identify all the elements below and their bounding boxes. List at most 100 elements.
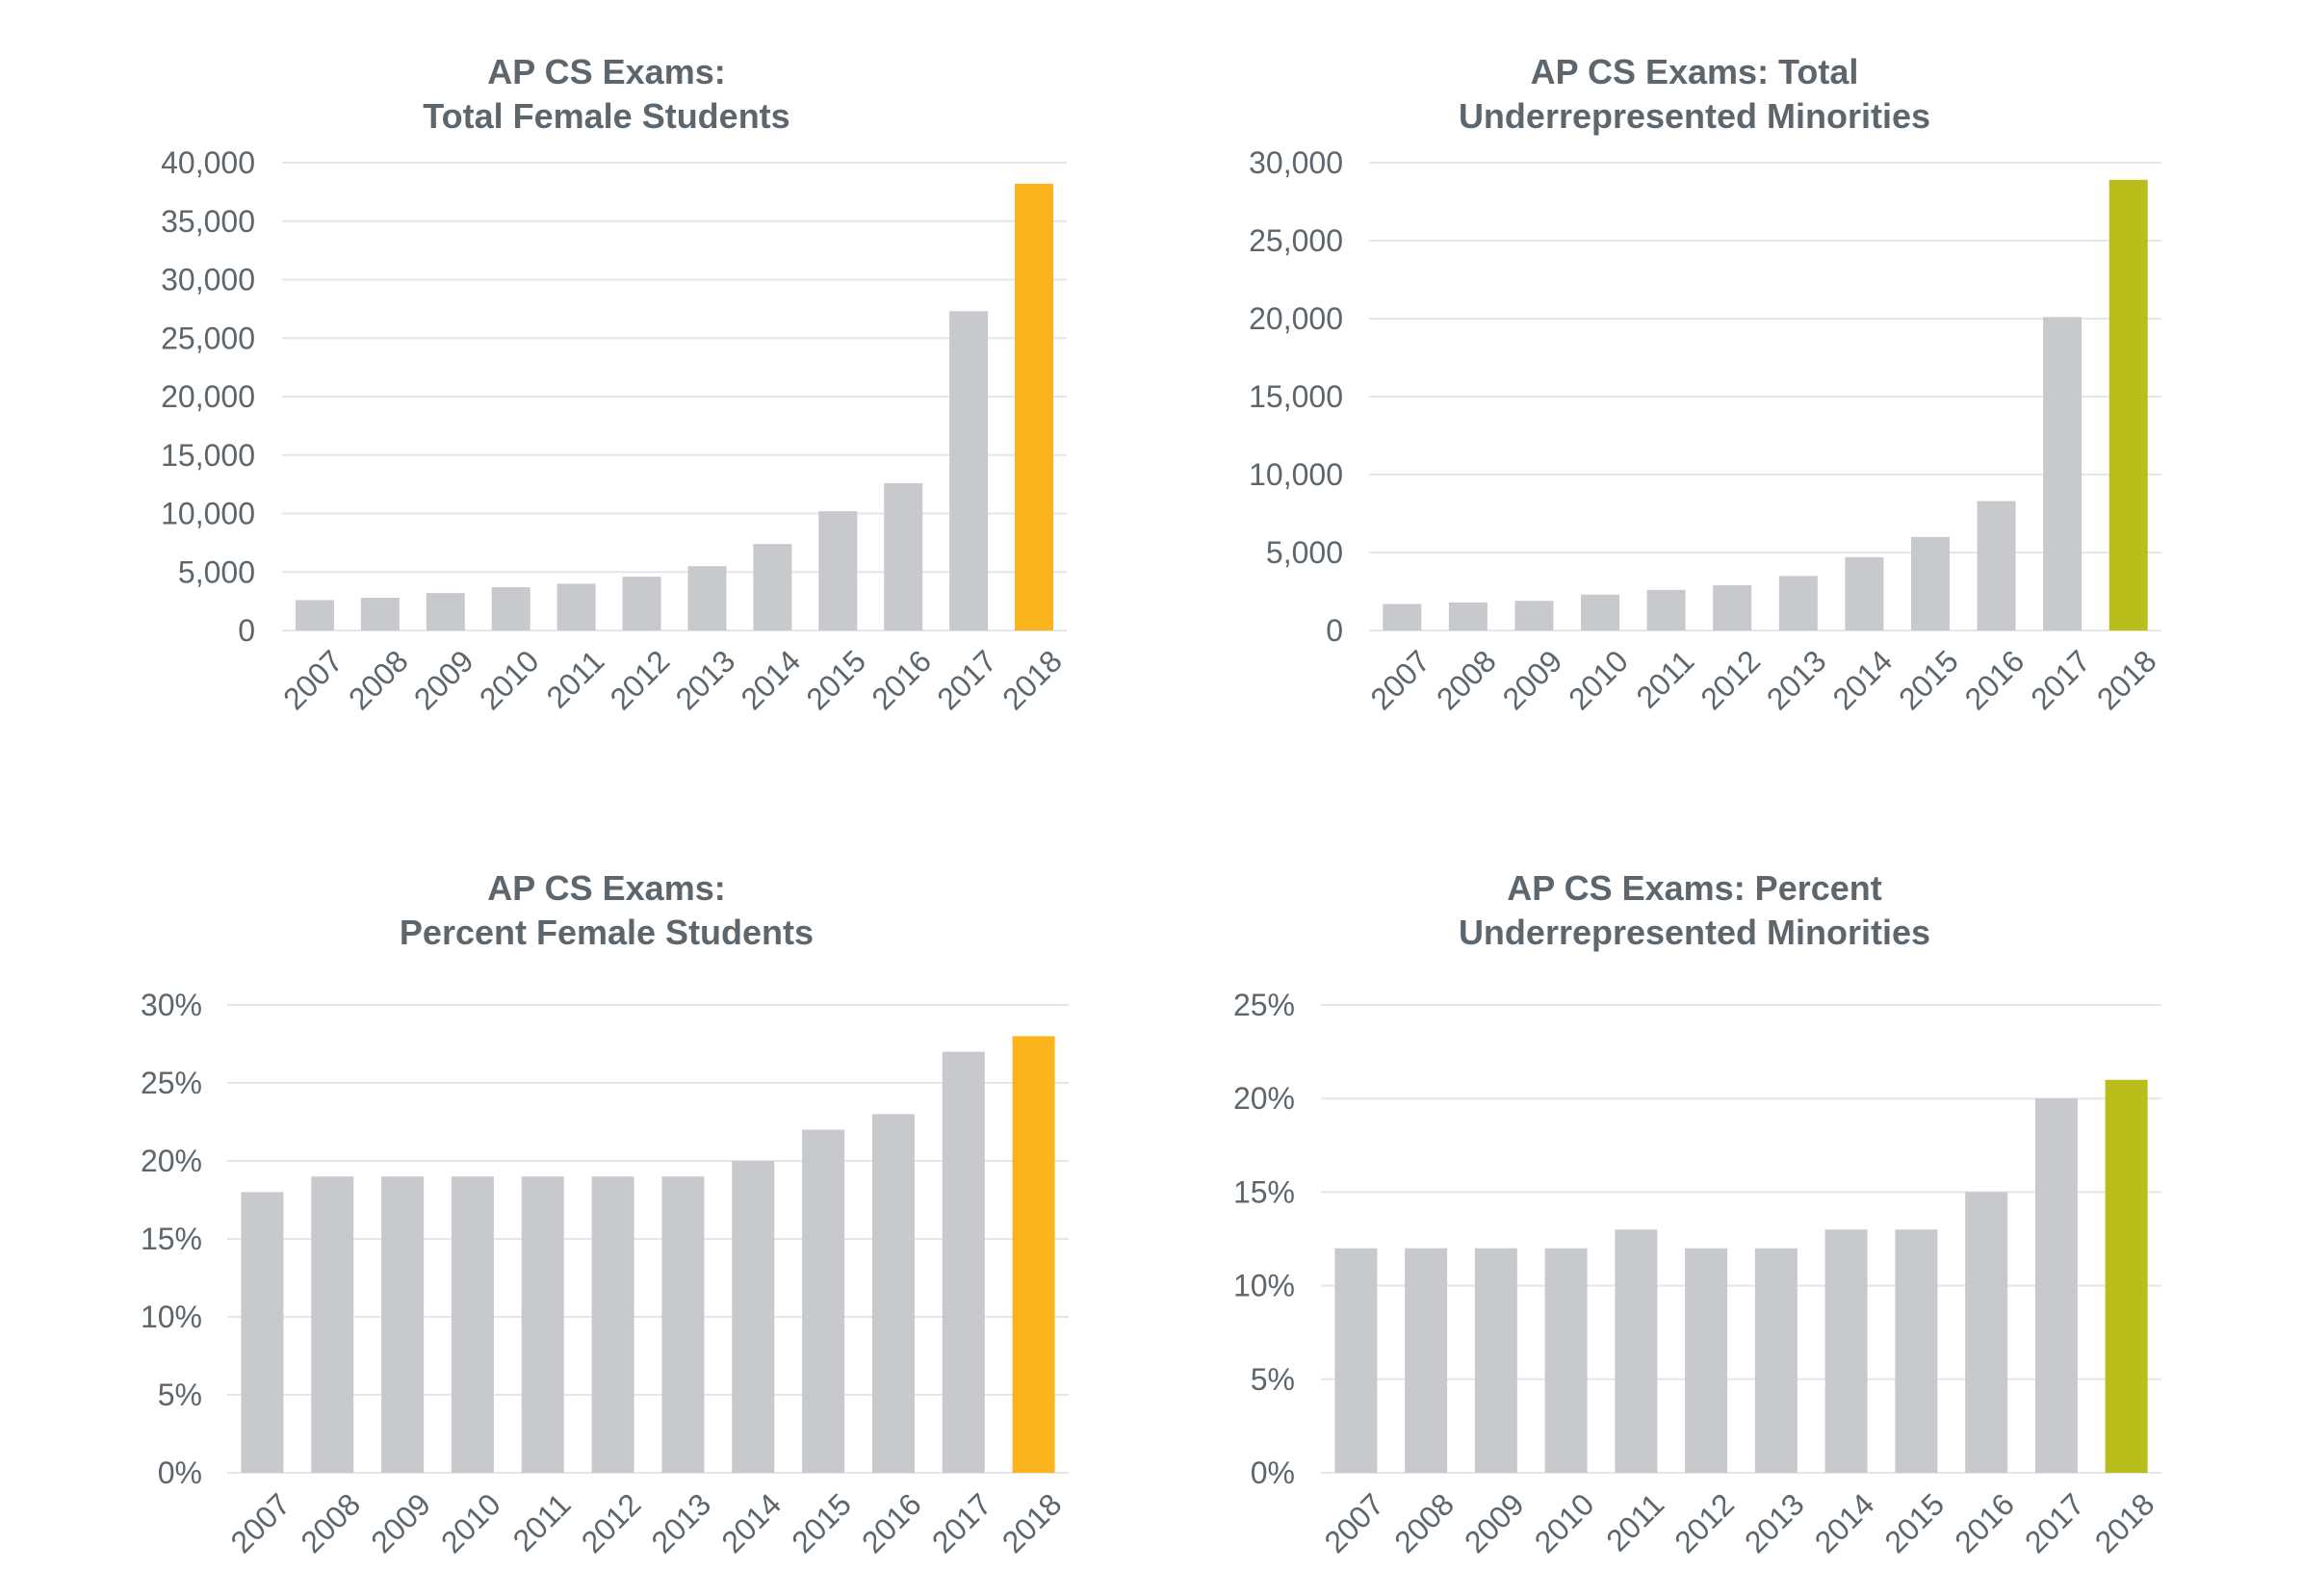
y-tick-label: 35,000	[161, 204, 255, 239]
chart-title-line-2: Total Female Students	[423, 96, 790, 136]
bar-2018	[1015, 183, 1054, 631]
bar-2013	[661, 1176, 705, 1473]
bar-2008	[360, 597, 400, 631]
x-tick-label: 2009	[364, 1486, 437, 1559]
x-tick-label: 2013	[645, 1486, 718, 1559]
bar-2012	[1685, 1248, 1728, 1473]
x-tick-label: 2007	[276, 643, 349, 716]
bar-2015	[1910, 536, 1950, 631]
x-tick-label: 2008	[294, 1486, 367, 1559]
x-tick-label: 2008	[1430, 643, 1503, 716]
bar-2010	[491, 587, 530, 631]
bar-2016	[884, 482, 923, 631]
y-tick-label: 0	[1326, 613, 1343, 648]
x-tick-label: 2014	[735, 643, 808, 716]
y-tick-label: 5,000	[178, 554, 255, 589]
bar-2015	[818, 511, 858, 631]
x-tick-label: 2011	[506, 1486, 578, 1557]
bar-2013	[1778, 576, 1818, 631]
chart-title: AP CS Exams: Total Underrepresented Mino…	[1203, 50, 2186, 139]
y-tick-label: 15%	[141, 1222, 202, 1256]
x-tick-label: 2013	[1760, 643, 1833, 716]
y-tick-label: 10%	[1233, 1269, 1295, 1303]
bar-2009	[1514, 601, 1554, 631]
bar-2018	[2108, 179, 2148, 631]
y-tick-label: 15%	[1233, 1174, 1295, 1209]
x-tick-label: 2018	[2088, 1486, 2161, 1559]
x-tick-label: 2012	[575, 1486, 648, 1559]
chart-title-line-2: Percent Female Students	[399, 913, 815, 952]
x-tick-label: 2013	[1738, 1486, 1811, 1559]
x-tick-label: 2016	[1948, 1486, 2021, 1559]
bar-2011	[1646, 589, 1686, 631]
y-tick-label: 25%	[1233, 988, 1295, 1022]
bar-2016	[1977, 501, 2016, 631]
y-tick-label: 20,000	[161, 379, 255, 414]
x-tick-label: 2014	[1808, 1486, 1881, 1559]
chart-title: AP CS Exams: Percent Underrepresented Mi…	[1203, 866, 2186, 955]
bar-2009	[426, 593, 465, 631]
bar-2014	[1824, 1229, 1868, 1473]
x-tick-label: 2008	[1387, 1486, 1461, 1559]
x-tick-label: 2011	[539, 643, 610, 714]
bar-2012	[622, 577, 661, 631]
chart-panel-percent-female: AP CS Exams: Percent Female Students	[116, 866, 1098, 1579]
bar-2017	[2043, 317, 2082, 631]
x-tick-label: 2010	[1528, 1486, 1601, 1559]
x-tick-label: 2008	[342, 643, 415, 716]
y-tick-label: 20,000	[1249, 301, 1343, 336]
y-tick-label: 30%	[141, 988, 202, 1022]
bar-2008	[1405, 1248, 1448, 1473]
bar-2009	[1474, 1248, 1517, 1473]
x-tick-label: 2009	[1496, 643, 1569, 716]
x-tick-label: 2012	[1694, 643, 1767, 716]
x-tick-label: 2018	[2090, 643, 2163, 716]
x-tick-label: 2012	[604, 643, 677, 716]
bar-2014	[1845, 556, 1884, 631]
x-tick-label: 2013	[669, 643, 742, 716]
y-tick-label: 5%	[1251, 1362, 1295, 1397]
bar-2010	[1544, 1248, 1588, 1473]
y-tick-label: 0%	[158, 1455, 202, 1490]
bar-2014	[753, 544, 792, 631]
x-tick-label: 2016	[865, 643, 938, 716]
x-tick-label: 2017	[2018, 1486, 2091, 1559]
x-tick-label: 2009	[407, 643, 480, 716]
y-tick-label: 10,000	[161, 497, 255, 531]
x-tick-label: 2009	[1458, 1486, 1531, 1559]
bar-2016	[1965, 1192, 2008, 1473]
x-tick-label: 2016	[1958, 643, 2031, 716]
x-tick-label: 2015	[785, 1486, 858, 1559]
x-tick-label: 2010	[434, 1486, 507, 1559]
bar-2008	[311, 1176, 354, 1473]
y-tick-label: 15,000	[161, 438, 255, 473]
y-tick-label: 10,000	[1249, 457, 1343, 492]
bar-2017	[2034, 1098, 2078, 1473]
bar-2018	[2105, 1079, 2148, 1473]
bar-2012	[591, 1176, 634, 1473]
x-tick-label: 2007	[1363, 643, 1436, 716]
chart-title-line-1: AP CS Exams:	[487, 868, 726, 908]
bar-2007	[295, 600, 334, 631]
y-tick-label: 30,000	[1249, 145, 1343, 180]
y-tick-label: 30,000	[161, 263, 255, 297]
chart-title: AP CS Exams: Percent Female Students	[116, 866, 1098, 955]
bar-2013	[687, 566, 727, 631]
y-tick-label: 10%	[141, 1300, 202, 1334]
x-tick-label: 2010	[1562, 643, 1635, 716]
bar-2007	[1383, 604, 1422, 631]
bar-2011	[1615, 1229, 1658, 1473]
x-tick-label: 2007	[224, 1486, 297, 1559]
x-tick-label: 2018	[996, 1486, 1069, 1559]
y-tick-label: 20%	[1233, 1081, 1295, 1116]
x-tick-label: 2017	[925, 1486, 998, 1559]
y-tick-label: 15,000	[1249, 379, 1343, 414]
chart-panel-percent-urm: AP CS Exams: Percent Underrepresented Mi…	[1203, 866, 2186, 1579]
bar-2007	[1334, 1248, 1378, 1473]
x-tick-label: 2018	[996, 643, 1069, 716]
x-tick-label: 2017	[930, 643, 1003, 716]
bar-2017	[949, 311, 989, 631]
chart-title-line-2: Underrepresented Minorities	[1458, 913, 1931, 952]
y-tick-label: 20%	[141, 1144, 202, 1178]
